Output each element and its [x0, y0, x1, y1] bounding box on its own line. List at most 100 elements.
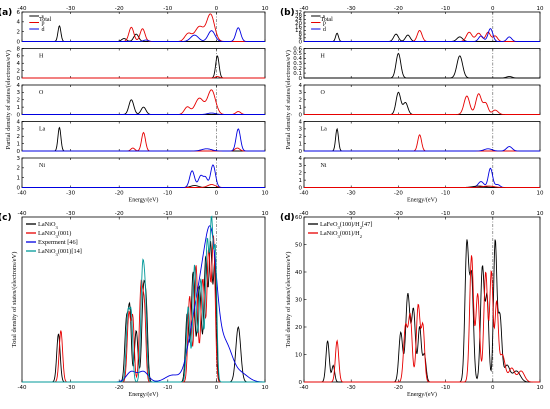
x-tick-label: 10 — [262, 385, 269, 391]
subpanel-label: Ni — [321, 163, 327, 169]
y-axis-label: Total density of states/(electrons/eV) — [11, 252, 18, 348]
y-tick-label: 0 — [299, 149, 303, 155]
y-tick-label: 0 — [17, 112, 21, 118]
x-tick-label-top: -10 — [163, 211, 172, 217]
x-tick-label: -40 — [300, 385, 309, 391]
plot-frame — [303, 216, 541, 383]
x-tick-label-top: -20 — [115, 211, 124, 217]
x-tick-label-top: -20 — [394, 6, 403, 12]
legend-label: LaNiO3(001)/H2 — [320, 230, 362, 239]
y-tick-label: 50 — [295, 242, 302, 248]
x-tick-label: 0 — [491, 191, 495, 197]
x-tick-label-top: -30 — [347, 6, 356, 12]
x-tick-label: -40 — [300, 191, 309, 197]
x-tick-label-top: 0 — [491, 211, 495, 217]
y-tick-label: 8 — [299, 32, 303, 38]
y-tick-label: 8 — [17, 46, 21, 52]
y-axis-label: Partial density of states/(electrons/eV) — [285, 50, 292, 149]
subpanel-label: La — [321, 127, 328, 133]
x-tick-label: 0 — [215, 191, 219, 197]
x-tick-label-top: 10 — [262, 211, 269, 217]
subpanel-frame — [21, 48, 266, 79]
subpanel-frame — [303, 84, 541, 115]
legend-label: LaFeO3(100)/H2[47] — [320, 221, 372, 230]
subpanel-frame — [303, 11, 541, 42]
y-tick-label: 1 — [299, 105, 303, 111]
x-tick-label: -20 — [394, 385, 403, 391]
subpanel-label: Ni — [39, 163, 45, 169]
x-tick-label-top: -40 — [300, 211, 309, 217]
legend-label-d: d — [323, 27, 326, 33]
subpanel-ni: 012 34 Ni — [299, 156, 541, 191]
subpanel-ni: 0 1 2 3 Ni — [17, 156, 266, 191]
series-line-s — [304, 91, 540, 115]
x-tick-label-top: -40 — [18, 6, 27, 12]
y-tick-label: 4 — [17, 119, 21, 125]
y-tick-label: 0 — [17, 39, 21, 45]
y-tick-label: 2 — [299, 134, 303, 140]
y-tick-label: 2 — [17, 98, 21, 104]
x-tick-label-top: -30 — [347, 211, 356, 217]
y-tick-label: 2 — [299, 98, 303, 104]
series-line-d — [22, 128, 265, 152]
y-tick-label: 4 — [17, 83, 21, 89]
subpanel-h: 00.10.20.30.40.50.6 H — [293, 46, 541, 82]
series-line-s — [22, 55, 265, 79]
x-tick-label-top: -20 — [394, 211, 403, 217]
y-tick-label: 4 — [17, 61, 21, 67]
y-tick-label: 6 — [17, 54, 21, 60]
subpanel-label: O — [321, 90, 326, 96]
x-tick-label: -40 — [18, 385, 27, 391]
subpanel-h: 0 246 8 H — [17, 46, 266, 82]
y-tick-label: 0 — [299, 76, 303, 82]
y-tick-label: 2 — [17, 134, 21, 140]
subpanel-label: Total — [39, 17, 52, 23]
y-tick-label: 1 — [299, 178, 303, 184]
x-axis-label: Energy/(eV) — [129, 391, 159, 398]
y-tick-label: 0.2 — [293, 66, 302, 72]
x-tick-label: -30 — [66, 191, 75, 197]
panel-label: (b) — [280, 8, 295, 18]
y-tick-label: 0.5 — [293, 51, 302, 57]
y-tick-label: 4 — [299, 36, 303, 42]
legend-label-p: p — [41, 21, 44, 27]
y-tick-label: 0 — [299, 112, 303, 118]
y-tick-label: 20 — [295, 325, 302, 331]
y-tick-label: 16 — [295, 25, 302, 31]
x-tick-label-top: -40 — [300, 6, 309, 12]
y-tick-label: 6 — [17, 10, 21, 16]
y-tick-label: 0.6 — [293, 46, 302, 52]
legend-label-s: s — [41, 14, 44, 20]
legend-label: Experment [46] — [38, 239, 78, 246]
plot-frame — [21, 216, 266, 383]
panel-label: (a) — [0, 8, 12, 18]
series-line-d — [304, 28, 540, 42]
legend-label-p: p — [323, 21, 326, 27]
x-tick-label-top: -10 — [163, 6, 172, 12]
series-line-d — [22, 164, 265, 188]
series-line-3 — [22, 215, 265, 383]
series-line-d — [304, 167, 540, 188]
x-tick-label: -20 — [394, 191, 403, 197]
series-line-p — [304, 185, 540, 188]
subpanel-frame — [21, 11, 266, 42]
y-tick-label: 40 — [295, 270, 302, 276]
subpanel-label: Total — [321, 17, 334, 23]
legend-label: LaNiO3(001) — [38, 230, 71, 239]
panel-label: (d) — [280, 213, 295, 223]
y-tick-label: 0.1 — [293, 71, 302, 77]
x-tick-label-top: 10 — [262, 6, 269, 12]
series-line-1 — [304, 255, 540, 383]
y-tick-label: 32 — [295, 10, 302, 16]
legend-label: LaNiO3 — [38, 221, 59, 230]
x-tick-label-top: 0 — [215, 6, 219, 12]
series-line-s — [22, 25, 265, 42]
panel-label: (c) — [0, 213, 12, 223]
series-line-d — [22, 112, 265, 115]
legend-label: LaNiO3(001)[14] — [38, 248, 82, 257]
subpanel-label: H — [39, 54, 44, 60]
y-axis-label: Total density of states/(electrons/eV) — [285, 252, 292, 348]
x-tick-label: -30 — [347, 191, 356, 197]
y-tick-label: 4 — [17, 20, 21, 26]
